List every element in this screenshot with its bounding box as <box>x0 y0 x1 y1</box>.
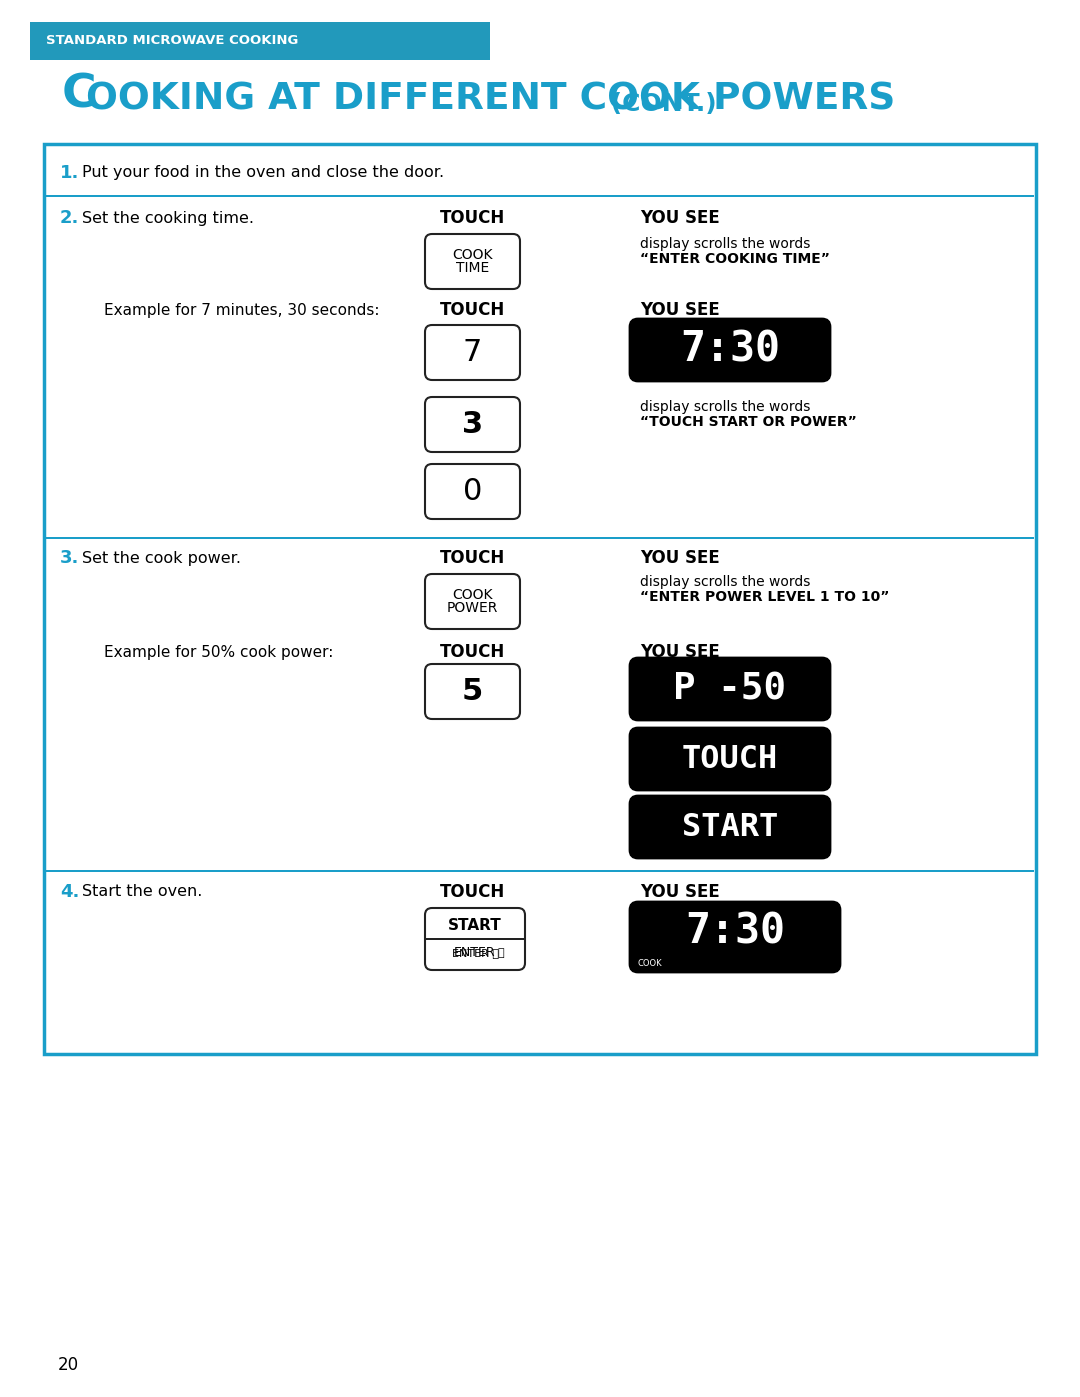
Text: (CONT.): (CONT.) <box>602 92 717 116</box>
Text: C: C <box>62 73 97 117</box>
Text: “ENTER POWER LEVEL 1 TO 10”: “ENTER POWER LEVEL 1 TO 10” <box>640 590 889 604</box>
Text: display scrolls the words: display scrolls the words <box>640 237 810 251</box>
Text: YOU SEE: YOU SEE <box>640 210 719 226</box>
Bar <box>44 144 1036 1053</box>
Bar <box>46 196 1034 197</box>
Text: Set the cook power.: Set the cook power. <box>82 550 241 566</box>
Text: ENTER ⁠🔒: ENTER ⁠🔒 <box>451 947 499 957</box>
Text: TOUCH: TOUCH <box>440 883 505 901</box>
Text: COOK: COOK <box>453 588 492 602</box>
Bar <box>46 870 1034 872</box>
Text: display scrolls the words: display scrolls the words <box>640 576 810 590</box>
Text: 1.: 1. <box>60 163 79 182</box>
FancyBboxPatch shape <box>426 664 519 719</box>
Text: YOU SEE: YOU SEE <box>640 643 719 661</box>
Text: COOK: COOK <box>453 249 492 263</box>
Text: POWER: POWER <box>447 601 498 615</box>
FancyBboxPatch shape <box>630 319 831 381</box>
Text: START: START <box>681 812 778 842</box>
Text: 3: 3 <box>462 409 483 439</box>
Text: 7:30: 7:30 <box>680 330 780 372</box>
Text: TOUCH: TOUCH <box>440 643 505 661</box>
FancyBboxPatch shape <box>630 728 831 789</box>
Text: STANDARD MICROWAVE COOKING: STANDARD MICROWAVE COOKING <box>46 35 298 47</box>
Text: START: START <box>448 918 502 933</box>
FancyBboxPatch shape <box>426 235 519 289</box>
Text: ENTER: ENTER <box>455 946 496 960</box>
Text: “ENTER COOKING TIME”: “ENTER COOKING TIME” <box>640 251 829 265</box>
FancyBboxPatch shape <box>426 397 519 453</box>
Bar <box>30 22 490 60</box>
Text: Example for 50% cook power:: Example for 50% cook power: <box>104 644 334 659</box>
Text: TIME: TIME <box>456 261 489 275</box>
Text: 0: 0 <box>463 476 482 506</box>
FancyBboxPatch shape <box>426 326 519 380</box>
Text: display scrolls the words: display scrolls the words <box>640 400 810 414</box>
FancyBboxPatch shape <box>630 658 831 719</box>
Text: TOUCH: TOUCH <box>440 210 505 226</box>
Text: TOUCH: TOUCH <box>681 743 778 774</box>
Text: Put your food in the oven and close the door.: Put your food in the oven and close the … <box>82 165 444 180</box>
Text: 7: 7 <box>463 338 482 367</box>
Bar <box>46 536 1034 538</box>
Text: COOK: COOK <box>638 960 663 968</box>
Text: OOKING AT DIFFERENT COOK POWERS: OOKING AT DIFFERENT COOK POWERS <box>86 82 895 117</box>
Text: 5: 5 <box>462 678 483 705</box>
FancyBboxPatch shape <box>630 902 840 972</box>
Text: YOU SEE: YOU SEE <box>640 549 719 567</box>
Text: Example for 7 minutes, 30 seconds:: Example for 7 minutes, 30 seconds: <box>104 303 379 317</box>
Text: 4.: 4. <box>60 883 79 901</box>
Text: TOUCH: TOUCH <box>440 300 505 319</box>
Text: Start the oven.: Start the oven. <box>82 884 202 900</box>
Text: 7:30: 7:30 <box>685 911 785 953</box>
FancyBboxPatch shape <box>630 796 831 858</box>
FancyBboxPatch shape <box>426 908 525 970</box>
Bar <box>426 937 525 940</box>
Text: P -50: P -50 <box>674 671 786 707</box>
Text: 20: 20 <box>58 1356 79 1375</box>
Text: “TOUCH START OR POWER”: “TOUCH START OR POWER” <box>640 415 856 429</box>
Text: YOU SEE: YOU SEE <box>640 883 719 901</box>
Text: 2.: 2. <box>60 210 79 226</box>
Text: YOU SEE: YOU SEE <box>640 300 719 319</box>
Text: Set the cooking time.: Set the cooking time. <box>82 211 254 225</box>
Text: TOUCH: TOUCH <box>440 549 505 567</box>
Text: ⚿: ⚿ <box>498 947 504 957</box>
FancyBboxPatch shape <box>426 464 519 520</box>
FancyBboxPatch shape <box>426 574 519 629</box>
Text: 3.: 3. <box>60 549 79 567</box>
